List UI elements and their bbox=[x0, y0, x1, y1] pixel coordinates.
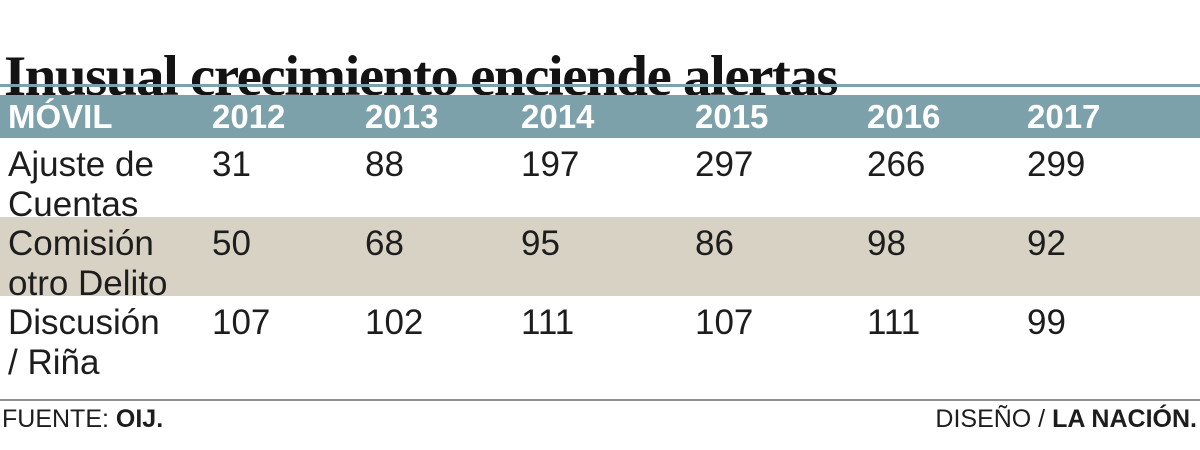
value-cell: 98 bbox=[867, 224, 906, 263]
title-divider bbox=[0, 84, 1200, 87]
row-label-line: otro Delito bbox=[8, 264, 168, 296]
table-row: Ajuste de Cuentas 31 88 197 297 266 299 bbox=[0, 138, 1200, 217]
header-cell-2012: 2012 bbox=[212, 97, 286, 135]
table-header-row: MÓVIL 2012 2013 2014 2015 2016 2017 bbox=[0, 95, 1200, 138]
credit-value: LA NACIÓN. bbox=[1052, 405, 1197, 433]
value-cell: 299 bbox=[1027, 145, 1086, 184]
value-cell: 50 bbox=[212, 224, 251, 263]
value-cell: 86 bbox=[695, 224, 734, 263]
source-note: FUENTE: OIJ. bbox=[0, 405, 163, 434]
header-cell-movil: MÓVIL bbox=[8, 97, 113, 135]
credit-label: DISEÑO / bbox=[935, 405, 1046, 433]
header-cell-2015: 2015 bbox=[695, 97, 769, 135]
source-label: FUENTE: bbox=[2, 405, 109, 433]
table-row: Discusión / Riña 107 102 111 107 111 99 bbox=[0, 296, 1200, 400]
row-label: Comisión otro Delito bbox=[0, 217, 212, 296]
value-cell: 31 bbox=[212, 145, 251, 184]
row-label: Ajuste de Cuentas bbox=[0, 138, 212, 217]
value-cell: 68 bbox=[365, 224, 404, 263]
value-cell: 107 bbox=[695, 303, 754, 342]
source-value: OIJ. bbox=[115, 405, 164, 433]
value-cell: 266 bbox=[867, 145, 926, 184]
value-cell: 111 bbox=[867, 303, 921, 342]
header-cell-2014: 2014 bbox=[521, 97, 595, 135]
value-cell: 297 bbox=[695, 145, 754, 184]
value-cell: 88 bbox=[365, 145, 404, 184]
value-cell: 107 bbox=[212, 303, 271, 342]
value-cell: 92 bbox=[1027, 224, 1066, 263]
footer: FUENTE: OIJ. DISEÑO / LA NACIÓN. bbox=[0, 399, 1200, 434]
row-label-line: Cuentas bbox=[8, 185, 139, 217]
value-cell: 102 bbox=[365, 303, 424, 342]
value-cell: 111 bbox=[521, 303, 575, 342]
design-credit: DISEÑO / LA NACIÓN. bbox=[935, 405, 1200, 434]
data-table: MÓVIL 2012 2013 2014 2015 2016 2017 Ajus… bbox=[0, 95, 1200, 400]
value-cell: 197 bbox=[521, 145, 580, 184]
value-cell: 95 bbox=[521, 224, 560, 263]
row-label-line: Comisión bbox=[8, 224, 154, 263]
row-label-line: Ajuste de bbox=[8, 145, 154, 184]
row-label-line: Discusión bbox=[8, 303, 160, 342]
header-cell-2016: 2016 bbox=[867, 97, 941, 135]
row-label-line: / Riña bbox=[8, 343, 100, 382]
row-label: Discusión / Riña bbox=[0, 296, 212, 400]
header-cell-2017: 2017 bbox=[1027, 97, 1101, 135]
table-row: Comisión otro Delito 50 68 95 86 98 92 bbox=[0, 217, 1200, 296]
header-cell-2013: 2013 bbox=[365, 97, 439, 135]
value-cell: 99 bbox=[1027, 303, 1066, 342]
